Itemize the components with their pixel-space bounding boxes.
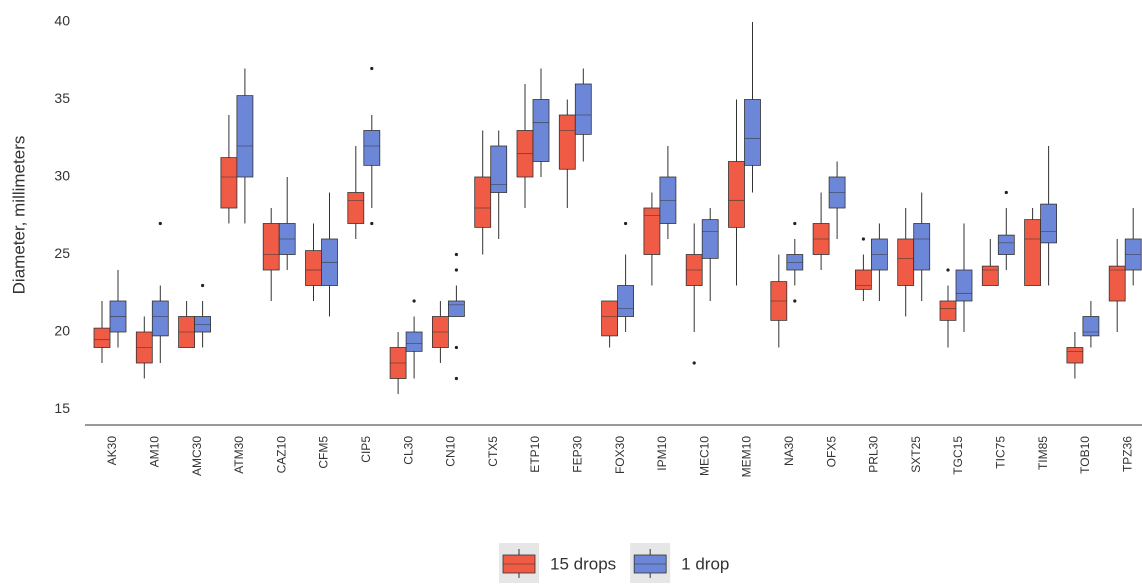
box	[728, 161, 745, 228]
x-tick-label: AM10	[147, 436, 161, 468]
outlier	[370, 221, 374, 226]
y-tick-label: 25	[54, 245, 70, 261]
box	[855, 269, 872, 290]
box	[490, 145, 508, 193]
x-tick-label: MEC10	[697, 436, 711, 476]
x-tick-label: CL30	[401, 436, 415, 465]
x-tick-label: TIC75	[993, 436, 1007, 469]
x-tick-label: CN10	[444, 436, 458, 467]
box	[981, 265, 999, 286]
outlier	[412, 299, 416, 303]
legend-label: 1 drop	[681, 554, 729, 573]
outlier	[454, 252, 458, 257]
x-tick-label: CTX5	[486, 436, 500, 467]
x-tick-label: TOB10	[1078, 436, 1092, 474]
box	[955, 269, 973, 302]
box	[262, 223, 280, 271]
outlier	[692, 361, 696, 365]
y-tick-label: 30	[54, 168, 70, 184]
box	[617, 285, 634, 317]
outlier	[793, 299, 797, 303]
box	[236, 95, 254, 178]
box	[405, 331, 423, 352]
x-tick-label: CFM5	[317, 436, 331, 469]
box	[643, 207, 661, 255]
y-tick-label: 20	[54, 323, 70, 339]
box	[93, 327, 111, 348]
x-tick-label: NA30	[782, 436, 796, 466]
x-tick-label: FOX30	[613, 436, 627, 474]
box	[744, 99, 761, 166]
outlier	[454, 268, 458, 272]
x-tick-label: TIM85	[1036, 436, 1050, 470]
x-tick-label: IPM10	[655, 436, 669, 471]
x-tick-label: TPZ36	[1120, 436, 1134, 472]
x-tick-label: AMC30	[190, 436, 204, 476]
y-tick-label: 40	[54, 13, 70, 29]
x-tick-label: OFX5	[824, 436, 838, 468]
box	[363, 130, 381, 166]
box	[997, 234, 1015, 255]
box	[601, 300, 618, 337]
box	[897, 238, 915, 286]
box	[347, 192, 365, 224]
box	[1040, 203, 1057, 244]
x-tick-label: ATM30	[232, 436, 246, 474]
x-tick-label: SXT25	[909, 436, 923, 473]
outlier	[454, 376, 458, 381]
box	[939, 300, 957, 321]
x-tick-label: CIP5	[359, 436, 373, 463]
outlier	[946, 268, 950, 272]
outlier	[793, 221, 797, 226]
box	[1082, 316, 1100, 337]
legend-label: 15 drops	[550, 554, 616, 573]
box	[220, 157, 238, 209]
outlier	[454, 345, 458, 350]
outlier	[861, 237, 866, 241]
box	[1108, 265, 1126, 302]
y-axis-label: Diameter, millimeters	[9, 136, 28, 295]
box	[1066, 347, 1084, 364]
box	[447, 300, 465, 317]
box	[558, 114, 576, 170]
box	[913, 223, 931, 271]
box	[474, 176, 492, 228]
outlier	[624, 221, 628, 226]
box	[701, 219, 719, 259]
outlier	[1004, 190, 1008, 195]
box	[1024, 219, 1041, 286]
box	[151, 300, 169, 337]
box	[532, 99, 550, 162]
outlier	[158, 221, 162, 226]
x-tick-label: TGC15	[951, 436, 965, 475]
outlier	[201, 283, 205, 288]
x-tick-label: CAZ10	[274, 436, 288, 474]
box	[574, 83, 592, 135]
box	[305, 250, 322, 286]
x-tick-label: ETP10	[528, 436, 542, 473]
x-tick-label: PRL30	[867, 436, 881, 473]
x-tick-label: FEP30	[570, 436, 584, 473]
x-tick-label: AK30	[105, 436, 119, 466]
outlier	[370, 66, 374, 71]
y-tick-label: 15	[54, 400, 70, 416]
y-tick-label: 35	[54, 90, 70, 106]
x-tick-label: MEM10	[740, 436, 754, 478]
